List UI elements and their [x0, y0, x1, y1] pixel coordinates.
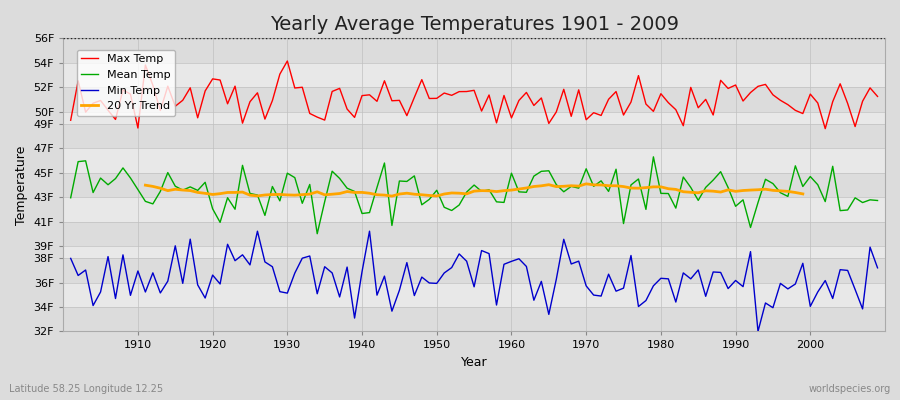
Min Temp [603, 272, 614, 276]
Bar [63, 112, 885, 124]
20 Yr Trend [222, 190, 233, 195]
Min Temp [125, 293, 136, 298]
20 Yr Trend [401, 191, 412, 196]
Mean Temp [603, 189, 614, 194]
Min Temp [514, 256, 525, 261]
Max Temp [66, 118, 77, 123]
Bar [63, 124, 885, 148]
Bar [63, 307, 885, 332]
Y-axis label: Temperature: Temperature [15, 145, 28, 224]
20 Yr Trend [140, 183, 151, 188]
Bar [63, 63, 885, 87]
Max Temp [514, 98, 525, 103]
Mean Temp [290, 175, 301, 180]
Text: Latitude 58.25 Longitude 12.25: Latitude 58.25 Longitude 12.25 [9, 384, 163, 394]
Bar [63, 173, 885, 197]
Bar [63, 282, 885, 307]
Bar [63, 38, 885, 63]
Mean Temp [872, 198, 883, 203]
Min Temp [334, 294, 345, 299]
Title: Yearly Average Temperatures 1901 - 2009: Yearly Average Temperatures 1901 - 2009 [270, 15, 679, 34]
Bar [63, 87, 885, 112]
Min Temp [290, 271, 301, 276]
Mean Temp [648, 154, 659, 159]
X-axis label: Year: Year [461, 356, 488, 369]
Max Temp [603, 97, 614, 102]
Min Temp [66, 256, 77, 261]
Min Temp [752, 329, 763, 334]
Line: Max Temp: Max Temp [71, 61, 878, 129]
Max Temp [282, 59, 292, 64]
Min Temp [872, 266, 883, 270]
20 Yr Trend [207, 192, 218, 197]
20 Yr Trend [580, 182, 591, 186]
Min Temp [506, 259, 517, 264]
Mean Temp [506, 171, 517, 176]
20 Yr Trend [738, 188, 749, 193]
Bar [63, 258, 885, 282]
Bar [63, 148, 885, 173]
Max Temp [506, 116, 517, 120]
Mean Temp [311, 231, 322, 236]
Legend: Max Temp, Mean Temp, Min Temp, 20 Yr Trend: Max Temp, Mean Temp, Min Temp, 20 Yr Tre… [77, 50, 176, 116]
20 Yr Trend [274, 192, 285, 197]
Bar [63, 246, 885, 258]
Bar [63, 222, 885, 246]
Line: Min Temp: Min Temp [71, 231, 878, 332]
20 Yr Trend [386, 194, 397, 198]
Max Temp [125, 92, 136, 96]
Bar [63, 197, 885, 222]
Mean Temp [342, 186, 353, 190]
20 Yr Trend [483, 188, 494, 193]
Max Temp [820, 126, 831, 131]
Line: Mean Temp: Mean Temp [71, 157, 878, 234]
Min Temp [364, 229, 375, 234]
Mean Temp [66, 195, 77, 200]
Mean Temp [514, 190, 525, 194]
Line: 20 Yr Trend: 20 Yr Trend [146, 184, 803, 196]
20 Yr Trend [797, 192, 808, 196]
Max Temp [872, 94, 883, 99]
Mean Temp [125, 176, 136, 180]
Max Temp [342, 107, 353, 112]
Max Temp [297, 85, 308, 90]
Text: worldspecies.org: worldspecies.org [809, 384, 891, 394]
